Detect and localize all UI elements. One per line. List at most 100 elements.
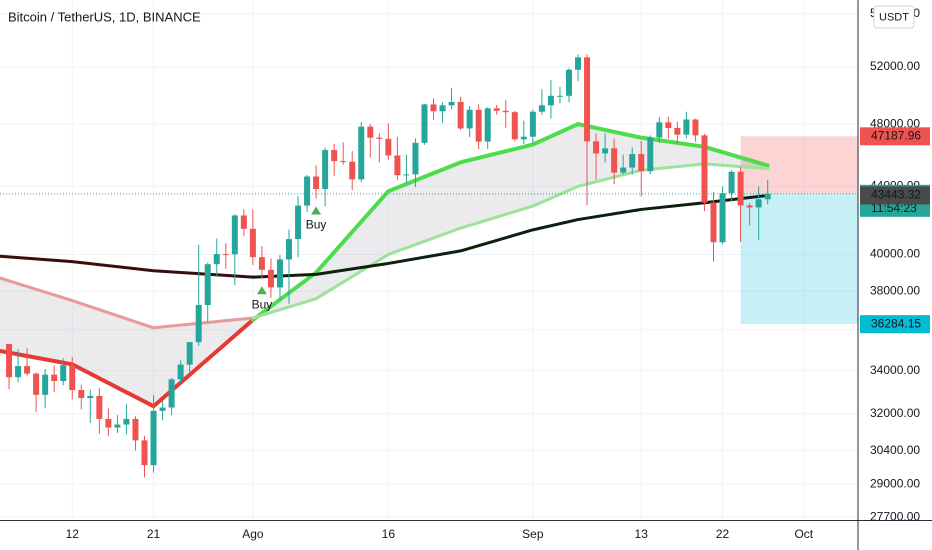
y-tick-label: 29000.00 (870, 477, 920, 491)
candle-body (249, 228, 256, 258)
candle-body (304, 176, 311, 206)
candle-body (195, 304, 202, 343)
candle-body (484, 108, 491, 142)
candle-body (177, 364, 184, 380)
candle-body (349, 161, 356, 180)
moving-average (251, 193, 770, 279)
y-tick-label: 38000.00 (870, 283, 920, 297)
price-label-box (860, 127, 930, 146)
position-stop (740, 193, 858, 325)
candle-body (439, 105, 446, 112)
price-label: 36284.15 (871, 316, 921, 330)
candle-body (159, 407, 166, 411)
candle-body (547, 95, 554, 106)
y-tick-label: 48000.00 (870, 116, 920, 130)
candle-body (69, 365, 76, 391)
candle-body (629, 154, 636, 168)
candle-body (529, 111, 536, 137)
candle-body (475, 109, 482, 142)
candle-body (692, 119, 699, 136)
cloud (252, 124, 768, 320)
candle-body (114, 424, 121, 428)
countdown: 11:54:23 (871, 201, 917, 215)
candle-body (231, 215, 238, 255)
candle-body (141, 440, 148, 466)
x-tick-label: 12 (66, 527, 80, 541)
candle-body (276, 259, 283, 288)
candle-body (602, 148, 609, 154)
x-tick-label: Sep (522, 527, 544, 541)
price-label-box (860, 315, 930, 334)
time-axis (0, 520, 932, 550)
candle-body (620, 167, 627, 173)
currency-button[interactable] (873, 5, 915, 29)
candle-body (764, 193, 771, 200)
candle-body (240, 215, 247, 229)
signal-label: Buy (252, 297, 273, 311)
price-label: 43443.32 (871, 188, 921, 202)
candle-body (105, 418, 112, 428)
candle-body (538, 105, 545, 112)
candle-body (132, 418, 139, 441)
y-tick-label: 40000.00 (870, 247, 920, 261)
candle-body (186, 342, 193, 365)
moving-average (0, 254, 255, 279)
candle-body (421, 104, 428, 143)
moving-average (250, 122, 770, 322)
candle-body (123, 418, 130, 425)
currency-button-label[interactable]: USDT (879, 11, 909, 23)
candle-body (6, 344, 13, 378)
candle-body (367, 126, 374, 138)
y-tick-label: 30400.00 (870, 443, 920, 457)
candle-body (412, 142, 419, 175)
moving-average (251, 162, 770, 320)
signal-label: Buy (306, 218, 327, 232)
candle-body (493, 108, 500, 111)
candle-body (755, 199, 762, 208)
candle-body (565, 69, 572, 96)
candle-body (575, 57, 582, 70)
candle-body (358, 126, 365, 180)
candle-body (403, 174, 410, 176)
x-tick-label: Ago (242, 527, 264, 541)
candle-body (286, 239, 293, 260)
moving-average (0, 317, 255, 409)
candle-body (258, 257, 265, 270)
candle-body (701, 135, 708, 203)
x-tick-label: 13 (635, 527, 649, 541)
candle-body (394, 155, 401, 176)
price-label-box (860, 186, 930, 205)
candle-body (448, 101, 455, 106)
candle-body (222, 254, 229, 256)
price-label: 47187.96 (871, 128, 921, 142)
candle-body (295, 205, 302, 240)
candle-body (457, 101, 464, 129)
y-tick-label: 27700.00 (870, 509, 920, 523)
y-tick-label: 52000.00 (870, 59, 920, 73)
x-tick-label: 22 (716, 527, 730, 541)
candle-body (33, 373, 40, 395)
candle-body (611, 148, 618, 173)
candle-body (665, 122, 672, 128)
candle-body (60, 365, 67, 382)
chart-title: Bitcoin / TetherUS, 1D, BINANCE (8, 9, 201, 24)
candle-body (24, 366, 31, 374)
candle-body (638, 154, 645, 172)
candle-body (78, 390, 85, 399)
candle-body (51, 374, 58, 382)
x-tick-label: 16 (382, 527, 396, 541)
candle-body (340, 161, 347, 163)
candle-body (96, 395, 103, 419)
candle-body (728, 171, 735, 194)
y-tick-label: 32000.00 (870, 406, 920, 420)
candle-body (376, 137, 383, 139)
candle-body (737, 171, 744, 206)
plot: Buy Buy (0, 54, 858, 478)
candle-body (168, 379, 175, 408)
moving-average (0, 276, 255, 330)
candle-body (502, 110, 509, 113)
candle-body (593, 141, 600, 154)
candle-body (746, 205, 753, 208)
candle-body (267, 269, 274, 288)
candle-body (15, 366, 22, 378)
